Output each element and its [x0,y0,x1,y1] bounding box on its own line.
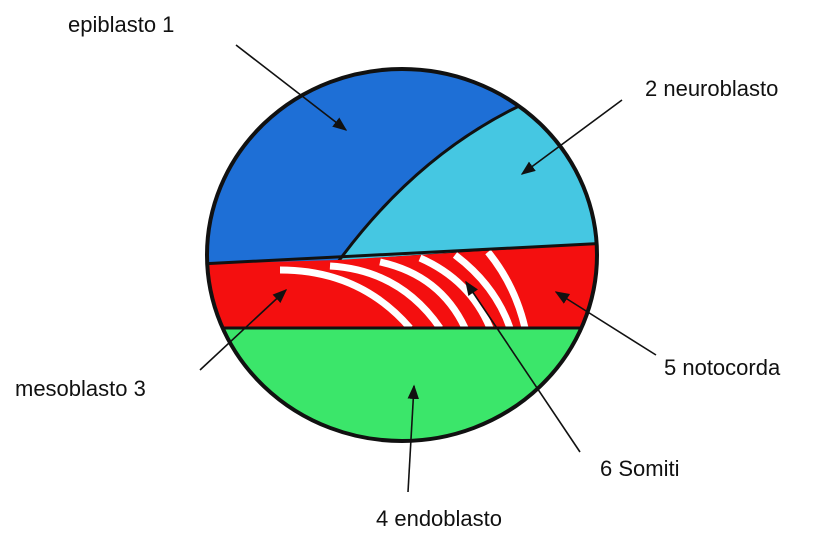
label: 2 neuroblasto [645,76,778,101]
label: mesoblasto 3 [15,376,146,401]
label: 4 endoblasto [376,506,502,531]
label: 5 notocorda [664,355,781,380]
embryo-section [200,60,610,458]
diagram: epiblasto 1 2 neuroblasto mesoblasto 3 4… [0,0,833,533]
label: epiblasto 1 [68,12,174,37]
endoblast-region [200,328,610,458]
label: 6 Somiti [600,456,679,481]
